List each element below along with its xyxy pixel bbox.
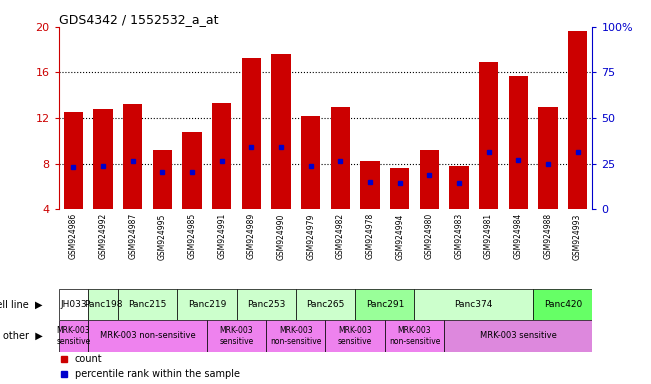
Text: percentile rank within the sample: percentile rank within the sample bbox=[75, 369, 240, 379]
Bar bbox=[361, 161, 380, 209]
Bar bbox=[89, 289, 118, 320]
Text: GSM924987: GSM924987 bbox=[128, 213, 137, 260]
Text: GSM924994: GSM924994 bbox=[395, 213, 404, 260]
Text: MRK-003
sensitive: MRK-003 sensitive bbox=[338, 326, 372, 346]
Bar bbox=[449, 166, 469, 209]
Text: GSM924983: GSM924983 bbox=[454, 213, 464, 260]
Text: GSM924981: GSM924981 bbox=[484, 213, 493, 259]
Text: other  ▶: other ▶ bbox=[3, 331, 42, 341]
Bar bbox=[390, 168, 409, 209]
Text: GSM924992: GSM924992 bbox=[98, 213, 107, 260]
Bar bbox=[326, 320, 385, 352]
Text: GSM924995: GSM924995 bbox=[158, 213, 167, 260]
Text: GSM924990: GSM924990 bbox=[277, 213, 286, 260]
Text: MRK-003 sensitive: MRK-003 sensitive bbox=[480, 331, 557, 341]
Text: Panc291: Panc291 bbox=[366, 300, 404, 309]
Text: Panc420: Panc420 bbox=[544, 300, 582, 309]
Text: GSM924993: GSM924993 bbox=[573, 213, 582, 260]
Text: MRK-003
sensitive: MRK-003 sensitive bbox=[56, 326, 90, 346]
Bar bbox=[415, 289, 533, 320]
Text: MRK-003
non-sensitive: MRK-003 non-sensitive bbox=[270, 326, 322, 346]
Bar bbox=[385, 320, 444, 352]
Bar bbox=[89, 320, 207, 352]
Bar bbox=[479, 62, 498, 209]
Bar bbox=[212, 103, 231, 209]
Text: count: count bbox=[75, 354, 102, 364]
Text: GSM924980: GSM924980 bbox=[425, 213, 434, 260]
Text: Panc219: Panc219 bbox=[187, 300, 226, 309]
Text: Panc215: Panc215 bbox=[128, 300, 167, 309]
Bar bbox=[59, 289, 89, 320]
Text: Panc374: Panc374 bbox=[454, 300, 493, 309]
Bar bbox=[153, 150, 172, 209]
Text: GSM924982: GSM924982 bbox=[336, 213, 345, 259]
Text: Panc253: Panc253 bbox=[247, 300, 285, 309]
Text: GSM924985: GSM924985 bbox=[187, 213, 197, 260]
Bar bbox=[64, 113, 83, 209]
Bar bbox=[271, 54, 290, 209]
Bar bbox=[533, 289, 592, 320]
Bar bbox=[236, 289, 296, 320]
Bar bbox=[296, 289, 355, 320]
Bar bbox=[177, 289, 236, 320]
Text: GSM924988: GSM924988 bbox=[544, 213, 553, 259]
Bar bbox=[538, 107, 557, 209]
Text: GDS4342 / 1552532_a_at: GDS4342 / 1552532_a_at bbox=[59, 13, 218, 26]
Bar bbox=[266, 320, 326, 352]
Text: cell line  ▶: cell line ▶ bbox=[0, 300, 42, 310]
Bar bbox=[94, 109, 113, 209]
Bar bbox=[118, 289, 177, 320]
Bar bbox=[207, 320, 266, 352]
Text: JH033: JH033 bbox=[60, 300, 87, 309]
Text: Panc198: Panc198 bbox=[84, 300, 122, 309]
Text: MRK-003 non-sensitive: MRK-003 non-sensitive bbox=[100, 331, 195, 341]
Bar bbox=[508, 76, 528, 209]
Text: GSM924979: GSM924979 bbox=[306, 213, 315, 260]
Bar bbox=[182, 132, 202, 209]
Bar bbox=[420, 150, 439, 209]
Bar bbox=[301, 116, 320, 209]
Text: GSM924986: GSM924986 bbox=[69, 213, 78, 260]
Bar bbox=[59, 320, 89, 352]
Text: MRK-003
sensitive: MRK-003 sensitive bbox=[219, 326, 254, 346]
Bar bbox=[123, 104, 143, 209]
Text: GSM924989: GSM924989 bbox=[247, 213, 256, 260]
Text: GSM924978: GSM924978 bbox=[365, 213, 374, 260]
Text: Panc265: Panc265 bbox=[307, 300, 344, 309]
Bar bbox=[444, 320, 592, 352]
Bar bbox=[355, 289, 415, 320]
Text: GSM924984: GSM924984 bbox=[514, 213, 523, 260]
Text: GSM924991: GSM924991 bbox=[217, 213, 226, 260]
Bar bbox=[331, 107, 350, 209]
Bar bbox=[568, 31, 587, 209]
Bar bbox=[242, 58, 261, 209]
Text: MRK-003
non-sensitive: MRK-003 non-sensitive bbox=[389, 326, 440, 346]
